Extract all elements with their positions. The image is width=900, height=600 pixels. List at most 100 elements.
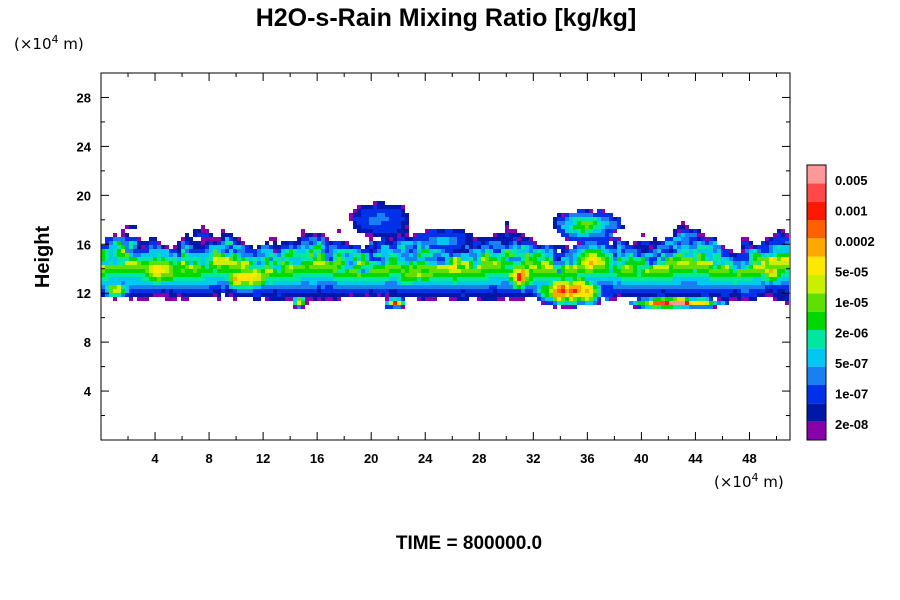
field-cell [461,277,465,281]
field-cell [165,281,169,285]
field-cell [249,265,253,269]
field-cell [541,249,545,253]
field-cell [641,297,645,301]
field-cell [705,253,709,257]
field-cell [429,241,433,245]
field-cell [533,253,537,257]
field-cell [513,265,517,269]
field-cell [257,281,261,285]
field-cell [753,281,757,285]
field-cell [245,245,249,249]
field-cell [681,293,685,297]
field-cell [697,297,701,301]
field-cell [193,241,197,245]
field-cell [217,257,221,261]
field-cell [605,289,609,293]
field-cell [425,285,429,289]
field-cell [237,293,241,297]
field-cell [657,253,661,257]
field-cell [201,269,205,273]
field-cell [361,265,365,269]
field-cell [673,289,677,293]
field-cell [377,249,381,253]
field-cell [421,265,425,269]
field-cell [665,293,669,297]
field-cell [457,281,461,285]
field-cell [293,277,297,281]
field-cell [241,289,245,293]
field-cell [773,297,777,301]
field-cell [673,301,677,305]
field-cell [657,249,661,253]
field-cell [369,269,373,273]
field-cell [421,233,425,237]
field-cell [449,285,453,289]
field-cell [161,249,165,253]
field-cell [613,221,617,225]
field-cell [389,217,393,221]
field-cell [173,293,177,297]
field-cell [293,265,297,269]
field-cell [457,257,461,261]
field-cell [689,305,693,309]
field-cell [533,273,537,277]
field-cell [513,281,517,285]
field-cell [517,277,521,281]
field-cell [197,285,201,289]
field-cell [133,281,137,285]
field-cell [213,265,217,269]
field-cell [649,265,653,269]
field-cell [149,249,153,253]
field-cell [769,265,773,269]
field-cell [193,233,197,237]
chart-title: H2O-s-Rain Mixing Ratio [kg/kg] [256,4,637,32]
field-cell [161,257,165,261]
field-cell [521,265,525,269]
field-cell [181,293,185,297]
field-cell [709,289,713,293]
field-cell [373,205,377,209]
field-cell [565,281,569,285]
field-cell [733,265,737,269]
field-cell [361,253,365,257]
field-cell [241,285,245,289]
field-cell [497,281,501,285]
field-cell [345,257,349,261]
field-cell [705,237,709,241]
field-cell [693,289,697,293]
field-cell [181,273,185,277]
field-cell [645,285,649,289]
field-cell [477,297,481,301]
field-cell [721,277,725,281]
field-cell [229,281,233,285]
field-cell [669,253,673,257]
field-cell [225,237,229,241]
field-cell [785,269,789,273]
field-cell [281,253,285,257]
field-cell [349,293,353,297]
field-cell [769,257,773,261]
field-cell [773,281,777,285]
field-cell [769,237,773,241]
field-cell [417,241,421,245]
field-cell [457,229,461,233]
field-cell [393,213,397,217]
field-cell [369,257,373,261]
field-cell [113,241,117,245]
field-cell [201,249,205,253]
field-cell [541,297,545,301]
field-cell [681,229,685,233]
field-cell [481,261,485,265]
field-cell [561,213,565,217]
field-cell [577,269,581,273]
field-cell [653,253,657,257]
field-cell [401,209,405,213]
field-cell [385,217,389,221]
field-cell [745,281,749,285]
field-cell [213,289,217,293]
field-cell [617,249,621,253]
field-cell [645,293,649,297]
field-cell [285,285,289,289]
field-cell [305,297,309,301]
field-cell [477,249,481,253]
